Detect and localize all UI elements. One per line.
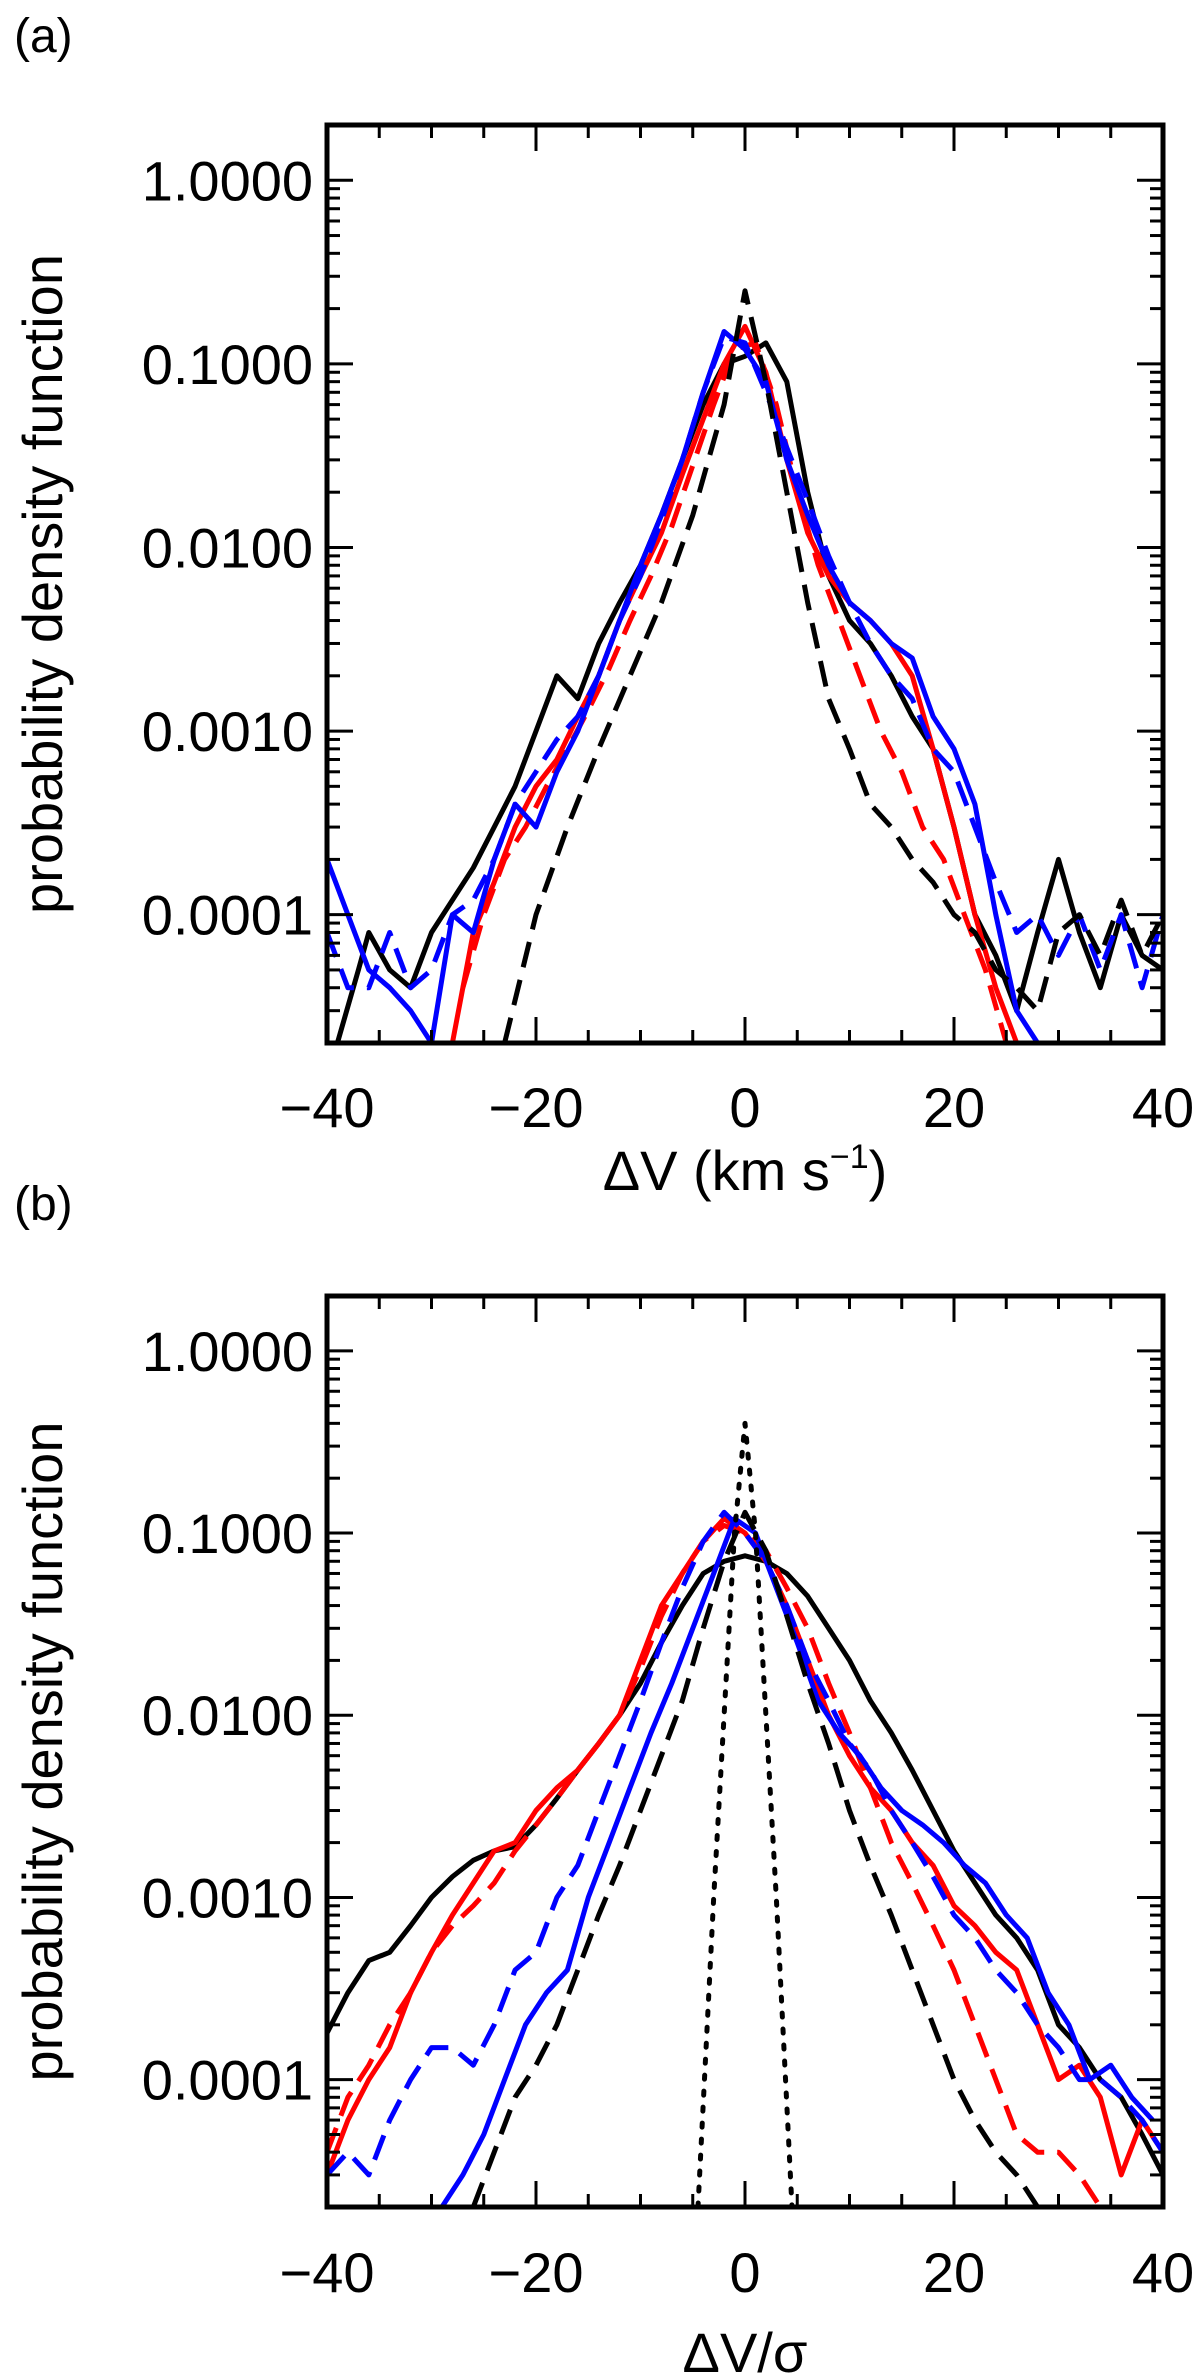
panel-b-ytick-label-0m0100: 0.0100 (142, 1684, 313, 1747)
panel-a-series-black-dashed (502, 288, 1163, 1043)
panel-a-ytick-label-0m0001: 0.0001 (142, 884, 313, 947)
panel-b-label: (b) (14, 1178, 73, 1231)
panel-b-xlabel-main: ΔV/σ (683, 2321, 808, 2376)
panel-b-series-black-dotted (695, 1420, 795, 2207)
panel-b-xtick-label-20: 20 (923, 2241, 985, 2304)
panel-b-series-blue-solid (439, 1516, 1155, 2207)
panel-a-xlabel-close: ) (869, 1139, 888, 1202)
panel-a-ytick-label-0m1000: 0.1000 (142, 333, 313, 396)
panel-b-ytick-label-0m1000: 0.1000 (142, 1502, 313, 1565)
panel-a: 0.0001 0.0010 0.0100 0.1000 1.0000 −40 −20 0 20 4… (11, 10, 1194, 1202)
panel-b-axes-frame (324, 1293, 1166, 2210)
panel-b: 0.0001 0.0010 0.0100 0.1000 1.0000 −40 −20 0 20 4… (11, 1178, 1194, 2376)
panel-b-ytick-label-0m0001: 0.0001 (142, 2049, 313, 2112)
panel-b-xtick-label-20: −20 (489, 2241, 584, 2304)
panel-a-ytick-label-1m0000: 1.0000 (142, 149, 313, 212)
panel-a-xlabel-exponent: −1 (830, 1138, 869, 1176)
panel-b-xtick-label-40: −40 (280, 2241, 375, 2304)
panel-a-xtick-label-40: −40 (280, 1076, 375, 1139)
panel-a-axes-frame (324, 122, 1166, 1046)
panel-a-series-black-solid (334, 340, 1163, 1043)
panel-b-xtick-label-0: 0 (729, 2241, 760, 2304)
panel-a-xtick-label-0: 0 (729, 1076, 760, 1139)
panel-b-series-black-dashed (470, 1509, 1080, 2207)
panel-b-series-red-solid (327, 1516, 1163, 2178)
panel-b-series-red-dashed (327, 1523, 1103, 2207)
panel-a-ytick-label-0m0010: 0.0010 (142, 700, 313, 763)
panel-a-xtick-label-20: −20 (489, 1076, 584, 1139)
panel-a-xtick-label-40: 40 (1132, 1076, 1194, 1139)
panel-a-xlabel: ΔV (km s−1) (603, 1138, 888, 1202)
panel-b-series-group (327, 1420, 1163, 2207)
panel-b-ytick-label-1m0000: 1.0000 (142, 1320, 313, 1383)
panel-a-series-group (327, 288, 1163, 1043)
panel-b-xlabel: ΔV/σ (683, 2321, 808, 2376)
panel-a-xlabel-main: ΔV (km s (603, 1139, 830, 1202)
panel-a-series-red-dashed (460, 340, 1009, 1043)
panel-a-ylabel: probability density function (11, 254, 74, 914)
panel-b-xtick-label-40: 40 (1132, 2241, 1194, 2304)
panel-a-xtick-label-20: 20 (923, 1076, 985, 1139)
panel-a-series-red-solid (449, 323, 1020, 1043)
panel-a-ytick-label-0m0100: 0.0100 (142, 516, 313, 579)
panel-b-series-blue-dashed (327, 1509, 1163, 2178)
panel-b-series-black-solid (327, 1553, 1163, 2177)
panel-a-label: (a) (14, 10, 73, 63)
panel-a-series-blue-dashed (327, 334, 1163, 991)
panel-b-ytick-label-0m0010: 0.0010 (142, 1866, 313, 1929)
panel-a-series-blue-solid (327, 329, 1040, 1043)
panel-b-ylabel: probability density function (11, 1422, 74, 2082)
